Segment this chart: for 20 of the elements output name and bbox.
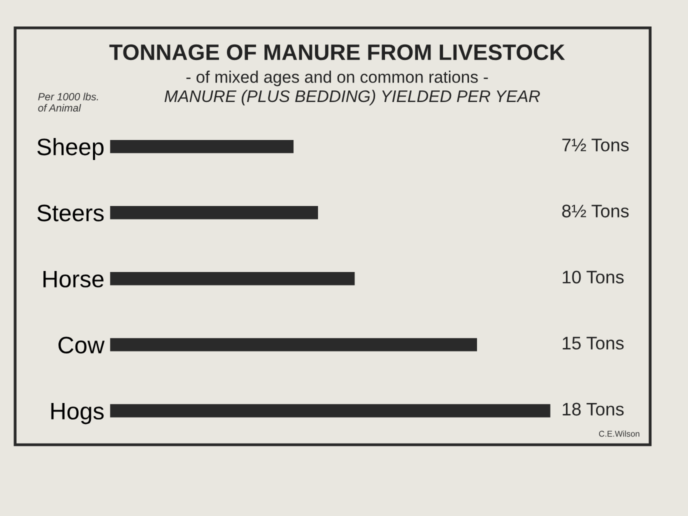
- bar: [110, 338, 478, 352]
- y-tick-label: Hogs: [51, 403, 104, 424]
- text: Per 1000 lbs. of Animal: [38, 92, 98, 112]
- bar: [110, 140, 294, 154]
- bar: [110, 206, 318, 220]
- data-label: 8½ Tons: [562, 204, 629, 218]
- data-label: 7½ Tons: [562, 138, 629, 152]
- text: C.E.Wilson: [599, 430, 640, 437]
- y-tick-label: Sheep: [37, 138, 104, 160]
- chart-title: TONNAGE OF MANURE FROM LIVESTOCK: [109, 44, 565, 60]
- x-axis-title: MANURE (PLUS BEDDING) YIELDED PER YEAR: [164, 90, 540, 106]
- data-label: 15 Tons: [562, 336, 624, 350]
- y-tick-label: Steers: [37, 204, 104, 222]
- bar: [110, 404, 550, 418]
- y-tick-label: Horse: [43, 270, 104, 288]
- chart-subtitle: - of mixed ages and on common rations -: [186, 70, 488, 86]
- y-tick-label: Cow: [58, 336, 105, 354]
- bar: [110, 272, 355, 286]
- data-label: 10 Tons: [562, 270, 624, 284]
- data-label: 18 Tons: [562, 402, 624, 416]
